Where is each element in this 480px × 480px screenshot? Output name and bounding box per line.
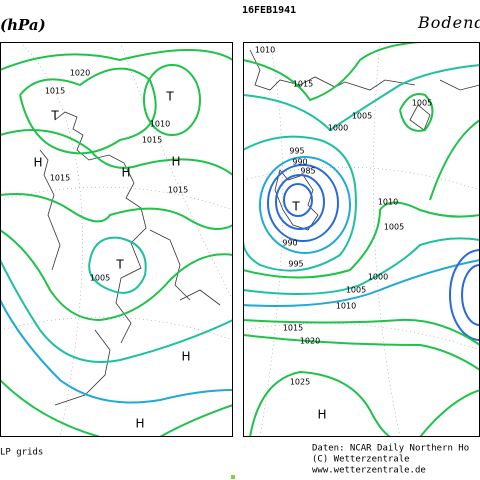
isobar-label: 1020	[70, 69, 90, 78]
left-map	[0, 42, 233, 437]
pressure-center: T	[115, 258, 124, 272]
isobar-label: 1010	[150, 120, 170, 129]
credits-line: Daten: NCAR Daily Northern Ho	[312, 444, 469, 454]
pressure-center: H	[181, 350, 190, 364]
isobar-label: 1005	[384, 223, 404, 232]
isobar-label: 985	[300, 167, 315, 176]
credits-line: (C) Wetterzentrale	[312, 455, 410, 465]
isobar-label: 995	[288, 260, 303, 269]
isobar-label: 1015	[142, 136, 162, 145]
isobar-label: 1015	[168, 186, 188, 195]
isobar-label: 995	[289, 147, 304, 156]
isobar-label: 1000	[368, 273, 388, 282]
pressure-center: T	[291, 200, 300, 214]
pressure-center: H	[135, 417, 144, 431]
isobar-label: 1005	[346, 286, 366, 295]
credits-line: www.wetterzentrale.de	[312, 466, 426, 476]
isobar-label: 1025	[290, 378, 310, 387]
left-title: (hPa)	[0, 16, 46, 34]
isobar-label: 1015	[45, 87, 65, 96]
isobar-label: 990	[282, 239, 297, 248]
left-footer: LP grids	[0, 448, 43, 458]
marker	[231, 475, 235, 479]
isobar-label: 1005	[412, 99, 432, 108]
isobar-label: 1020	[300, 337, 320, 346]
isobar-label: 1010	[336, 302, 356, 311]
isobar-label: 1010	[255, 46, 275, 55]
right-title: Bodend	[417, 13, 480, 32]
pressure-center: T	[50, 109, 59, 123]
pressure-center: H	[33, 156, 42, 170]
pressure-center: H	[171, 155, 180, 169]
left-labels: 1020 1015 T 1010 T 1015 H H H 1015 1015 …	[33, 69, 190, 431]
isobar-label: 1015	[283, 324, 303, 333]
date: 16FEB1941	[242, 5, 296, 16]
isobar-label: 1005	[352, 112, 372, 121]
isobar-label: 1010	[378, 198, 398, 207]
left-frame	[0, 42, 233, 437]
right-labels: 1010 1015 1005 1000 1005 995 990 985 T 9…	[255, 46, 432, 422]
pressure-center: T	[165, 90, 174, 104]
isobar-label: 1015	[293, 80, 313, 89]
pressure-center: H	[317, 408, 326, 422]
isobar-label: 1000	[328, 124, 348, 133]
pressure-center: H	[121, 166, 130, 180]
right-map	[243, 42, 480, 437]
isobar-label: 990	[292, 158, 307, 167]
isobar-label: 1005	[90, 274, 110, 283]
isobar-label: 1015	[50, 174, 70, 183]
